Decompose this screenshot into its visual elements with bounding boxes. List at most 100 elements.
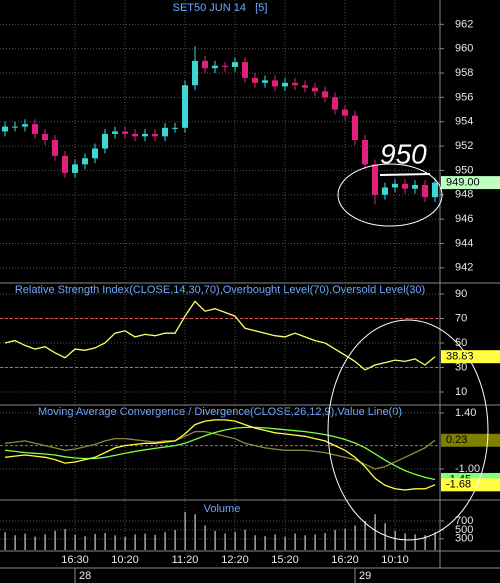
y-tick-label: 950 <box>455 164 473 176</box>
candle-body <box>402 183 408 189</box>
bar <box>184 512 186 550</box>
value-box <box>441 350 500 364</box>
bar <box>4 532 6 550</box>
bar <box>114 535 116 550</box>
candle-body <box>252 77 258 83</box>
value-label: 38.83 <box>446 351 474 363</box>
x-tick-label: 16:30 <box>61 554 89 566</box>
y-tick-label: 952 <box>455 140 473 152</box>
bar <box>44 534 46 550</box>
bar <box>354 525 356 550</box>
candle-body <box>282 82 288 87</box>
candle-body <box>72 164 78 173</box>
bar <box>324 533 326 550</box>
candle-body <box>162 127 168 137</box>
date-label: 28 <box>79 570 91 582</box>
bar <box>74 534 76 550</box>
candle-body <box>122 131 128 134</box>
y-tick-label: 956 <box>455 91 473 103</box>
y-tick-label: 962 <box>455 18 473 30</box>
candle-body <box>352 115 358 140</box>
candle-body <box>362 140 368 165</box>
candle-body <box>302 85 308 88</box>
y-tick-label: 948 <box>455 189 473 201</box>
value-label: -1.68 <box>446 479 471 491</box>
line-series <box>4 419 436 491</box>
annotation-ellipse <box>337 163 443 227</box>
line-series <box>4 426 436 481</box>
bar <box>164 532 166 550</box>
candle-body <box>132 133 138 137</box>
candle-body <box>392 183 398 188</box>
candle-body <box>102 133 108 149</box>
candle-body <box>82 158 88 165</box>
bar <box>334 529 336 550</box>
annotation-ellipse <box>327 319 489 541</box>
bar <box>434 532 436 550</box>
candle-body <box>52 140 58 156</box>
candle-body <box>312 87 318 92</box>
y-tick-label: 700 <box>455 515 473 527</box>
bar <box>84 536 86 550</box>
value-label: 0.23 <box>446 434 467 446</box>
bar <box>194 514 196 550</box>
bar <box>134 534 136 550</box>
y-tick-label: 960 <box>455 43 473 55</box>
candle-body <box>92 148 98 159</box>
line-series <box>4 300 436 371</box>
candle-body <box>112 131 118 134</box>
bar <box>54 530 56 550</box>
value-box <box>441 478 500 492</box>
candle-body <box>412 185 418 189</box>
bar <box>254 535 256 550</box>
bar <box>404 533 406 550</box>
bar <box>374 514 376 550</box>
y-tick-label: 944 <box>455 237 473 249</box>
bar <box>294 533 296 550</box>
y-tick-label: 70 <box>455 312 467 324</box>
bar <box>34 536 36 550</box>
candle-body <box>262 80 268 83</box>
candle-body <box>212 65 218 69</box>
line-series <box>4 430 436 470</box>
x-tick-label: 10:20 <box>111 554 139 566</box>
candle-body <box>292 82 298 86</box>
candle-body <box>172 127 178 129</box>
bar <box>264 536 266 550</box>
candle-body <box>192 60 198 86</box>
bar <box>64 529 66 550</box>
bar <box>94 533 96 550</box>
y-tick-label: -1.00 <box>455 463 480 475</box>
y-tick-label: 1.40 <box>455 407 476 419</box>
bar <box>364 520 366 550</box>
y-tick-label: 300 <box>455 533 473 545</box>
date-label: 29 <box>359 570 371 582</box>
candle-body <box>22 124 28 127</box>
candle-body <box>372 164 378 195</box>
candle-body <box>202 60 208 69</box>
bar <box>124 536 126 550</box>
x-tick-label: 15:20 <box>271 554 299 566</box>
rsi-title: Relative Strength Index(CLOSE,14,30,70),… <box>15 284 425 296</box>
bar <box>234 532 236 550</box>
bar <box>154 534 156 550</box>
y-tick-label: 50 <box>455 337 467 349</box>
value-box <box>441 433 500 447</box>
candle-body <box>422 185 428 198</box>
candle-body <box>2 126 8 132</box>
candle-body <box>322 91 328 98</box>
candle-body <box>432 182 438 198</box>
bar <box>144 533 146 550</box>
y-tick-label: 30 <box>455 361 467 373</box>
bar <box>204 525 206 550</box>
bar <box>284 536 286 550</box>
bar <box>24 533 26 550</box>
y-tick-label: 954 <box>455 116 473 128</box>
y-tick-label: 958 <box>455 67 473 79</box>
bar <box>224 533 226 550</box>
y-tick-label: 500 <box>455 524 473 536</box>
bar <box>414 534 416 550</box>
bar <box>274 534 276 550</box>
